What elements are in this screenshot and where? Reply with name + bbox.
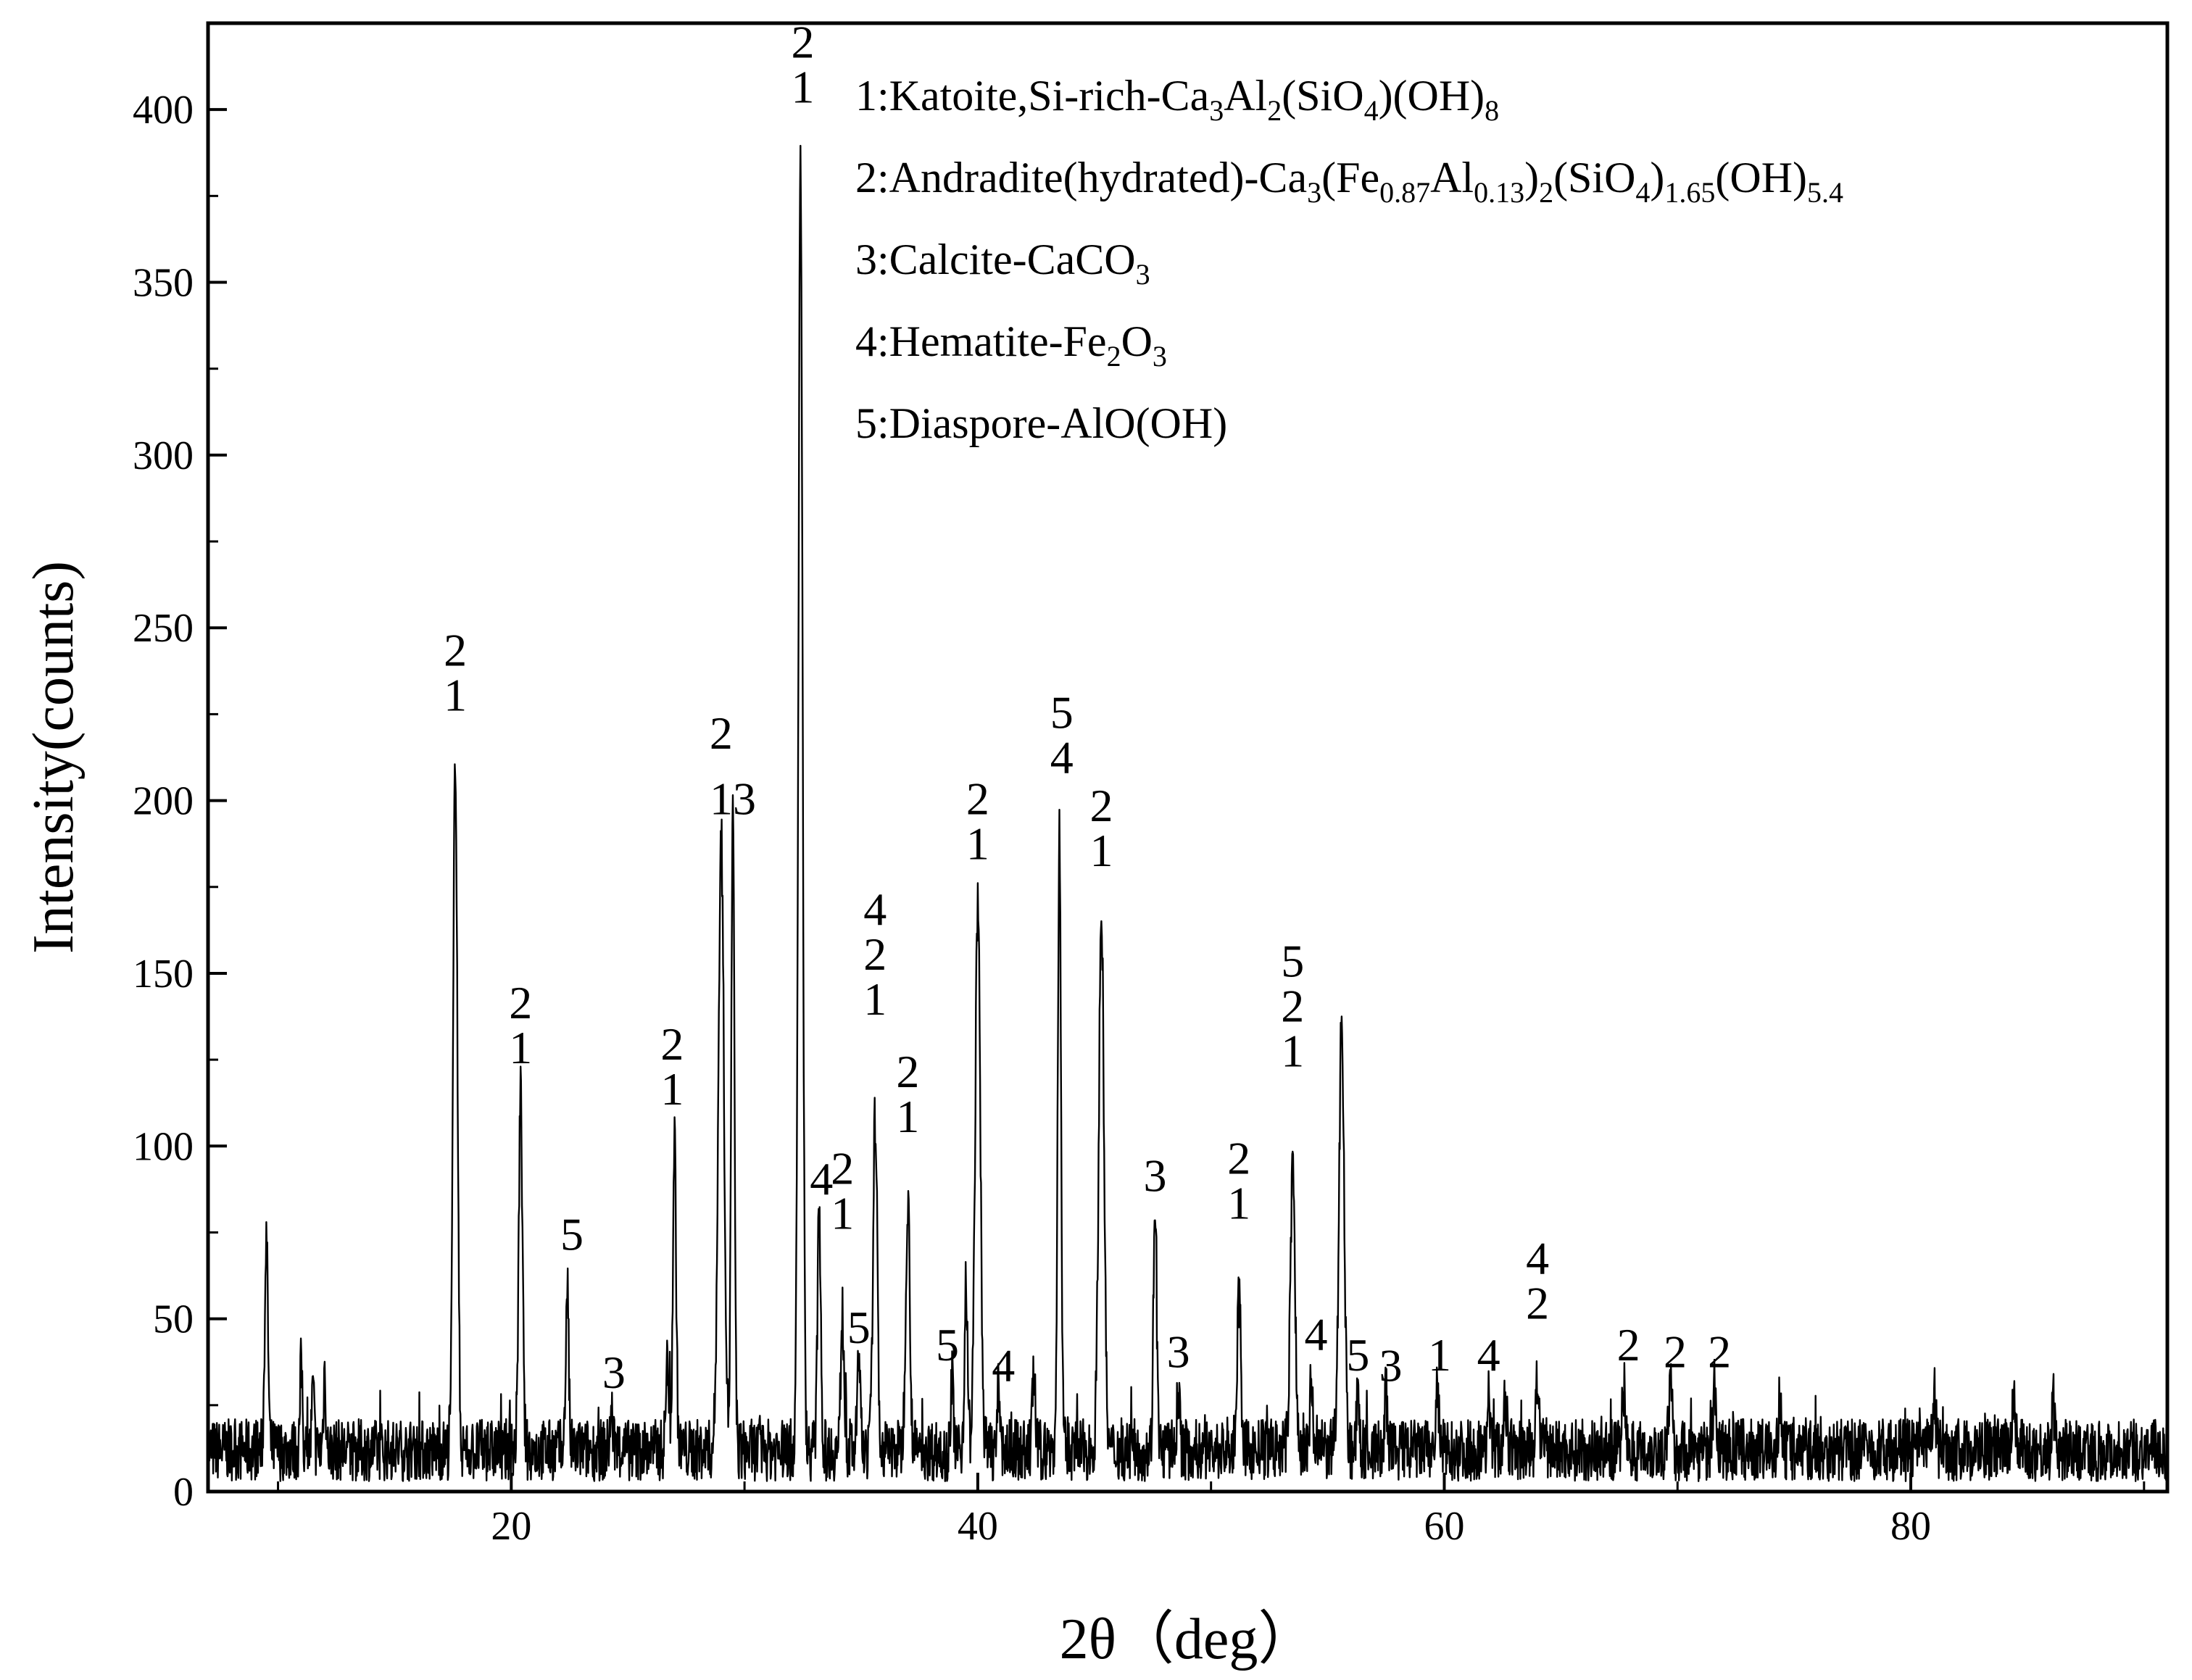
peak-phase-label: 5 [936,1319,959,1371]
y-tick-label: 100 [133,1124,194,1169]
peak-phase-label: 4 [1526,1233,1549,1284]
peak-phase-label: 5 [560,1208,584,1260]
peak-phase-label: 2 [660,1018,684,1070]
y-tick-label: 300 [133,433,194,478]
peak-phase-label: 1 [660,1063,684,1115]
peak-phase-label: 5 [1281,936,1304,987]
peak-phase-label: 1 [1227,1177,1250,1228]
peak-phase-label: 1 [863,973,887,1025]
y-tick-label: 50 [153,1297,194,1342]
peak-phase-label: 13 [710,773,756,825]
legend: 1:Katoite,Si-rich-Ca3Al2(SiO4)(OH)8 2:And… [855,72,1843,447]
peak-phase-label: 1 [1428,1329,1451,1381]
peak-phase-label: 4 [1304,1309,1327,1360]
peak-phase-label: 2 [1617,1319,1640,1371]
peak-phase-label: 2 [966,773,989,825]
xrd-pattern-layer [207,144,2169,1482]
x-tick-label: 60 [1424,1504,1464,1549]
x-tick-label: 20 [491,1504,531,1549]
peak-phase-label: 1 [1089,825,1113,876]
y-tick-label: 0 [173,1470,194,1515]
y-tick-label: 200 [133,779,194,824]
peak-phase-label: 2 [1664,1326,1687,1377]
peak-phase-label: 1 [444,670,467,721]
peak-phase-label: 4 [810,1153,833,1205]
peak-phase-label: 2 [1227,1132,1250,1184]
peak-phase-label: 3 [602,1347,626,1398]
y-tick-label: 350 [133,261,194,306]
legend-entry: 5:Diaspore-AlO(OH) [855,399,1227,447]
peak-phase-label: 2 [444,625,467,676]
peak-phase-label: 2 [863,928,887,980]
x-tick-label: 40 [958,1504,998,1549]
peak-phase-label: 1 [509,1022,532,1073]
peak-phase-label: 4 [1477,1329,1500,1381]
y-tick-label: 400 [133,88,194,133]
peak-phase-label: 3 [1379,1339,1402,1391]
legend-entry: 1:Katoite,Si-rich-Ca3Al2(SiO4)(OH)8 [855,72,1499,127]
peak-phase-label: 2 [792,17,815,68]
peak-phase-label: 2 [1526,1278,1549,1329]
peak-phase-label: 5 [1346,1329,1369,1381]
peak-phase-label: 4 [1050,731,1074,783]
peak-phase-label: 2 [1281,981,1304,1032]
x-axis-title: 2θ（deg） [1060,1608,1316,1671]
peak-phase-label: 2 [1708,1326,1731,1377]
peak-phase-label: 4 [992,1339,1015,1391]
peak-phase-label: 1 [792,62,815,113]
peak-phase-label: 5 [1050,686,1074,738]
peak-phase-label: 2 [896,1046,919,1097]
plot-frame [206,21,2170,1494]
legend-entry: 2:Andradite(hydrated)-Ca3(Fe0.87Al0.13)2… [855,154,1843,209]
peak-phase-label: 5 [847,1302,871,1353]
y-tick-label: 150 [133,952,194,997]
axes-layer: 20 40 60 80 0 50 100 150 200 250 300 350 400 [133,88,2146,1549]
peak-phase-label: 3 [1167,1326,1190,1377]
peak-phase-label: 1 [966,818,989,870]
peak-phase-label: 1 [831,1188,854,1239]
legend-entry: 3:Calcite-CaCO3 [855,236,1150,291]
peak-phase-label: 1 [1281,1026,1304,1077]
peak-phase-label: 2 [1089,780,1113,831]
xrd-trace [207,144,2169,1482]
peak-phase-label: 2 [710,707,733,759]
y-tick-label: 250 [133,606,194,651]
peak-phase-label: 2 [831,1143,854,1194]
peak-phase-label: 2 [509,977,532,1028]
x-tick-label: 80 [1890,1504,1931,1549]
peak-phase-label: 3 [1143,1149,1166,1201]
legend-entry: 4:Hematite-Fe2O3 [855,317,1167,373]
y-axis-title: Intensity(counts) [22,561,86,954]
peak-phase-label: 1 [896,1091,919,1142]
peak-phase-label: 4 [863,883,887,935]
